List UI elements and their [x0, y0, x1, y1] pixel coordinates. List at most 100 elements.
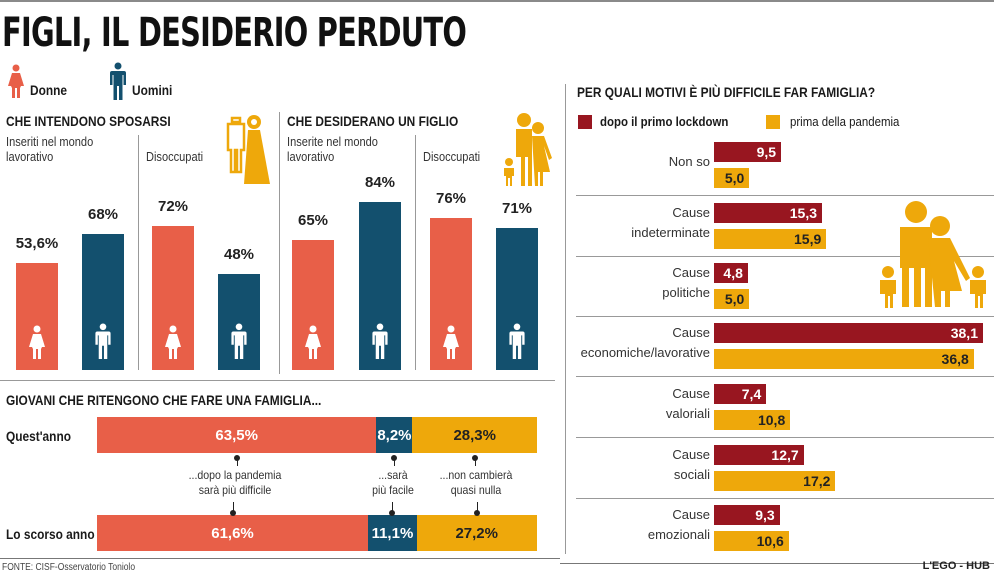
bar-prima-pandemia: 17,2	[714, 471, 836, 491]
bar-prima-pandemia: 5,0	[714, 168, 750, 188]
bar-dopo-lockdown: 7,4	[714, 384, 767, 404]
bar-uomini: 71%	[496, 200, 538, 370]
annotation: ...dopo la pandemia sarà più difficile	[188, 468, 281, 497]
bar-value-label: 76%	[435, 190, 467, 207]
family-icon	[880, 201, 986, 308]
bar-prima-pandemia: 15,9	[714, 229, 827, 249]
leader-dot	[229, 510, 236, 516]
leader-line	[474, 458, 476, 466]
leader-dot	[473, 510, 480, 516]
stacked-segment: 8,2%	[376, 417, 413, 453]
group-label-occupati: Inseriti nel mondo lavorativo	[6, 134, 94, 164]
section-title-figlio: CHE DESIDERANO UN FIGLIO	[287, 113, 459, 129]
bar-dopo-lockdown: 4,8	[714, 263, 748, 283]
group-label-disoccupati: Disoccupati	[146, 149, 204, 164]
woman-icon	[164, 325, 182, 364]
annotation: ...non cambierà quasi nulla	[439, 468, 513, 497]
legend-label-prima: prima della pandemia	[790, 114, 900, 129]
bottom-rule	[560, 563, 994, 564]
category-label: Non so	[668, 154, 710, 169]
bar-value-label: 48%	[223, 246, 255, 263]
row-divider	[576, 437, 994, 438]
bar-donne: 65%	[292, 212, 334, 370]
bar-value-label: 72%	[157, 198, 189, 215]
family-icon	[504, 113, 552, 186]
woman-icon	[28, 325, 46, 364]
leader-dot	[389, 510, 396, 516]
brand-label: L'EGO - HUB	[922, 560, 990, 572]
man-icon	[230, 323, 248, 364]
section-title-sposarsi: CHE INTENDONO SPOSARSI	[6, 113, 171, 129]
leader-line	[394, 458, 396, 466]
category-label: Cause indeterminate	[631, 205, 710, 240]
bar-uomini: 84%	[359, 174, 401, 370]
woman-icon	[8, 64, 24, 98]
row-divider	[576, 195, 994, 196]
stacked-segment: 61,6%	[97, 515, 369, 551]
category-label: Cause sociali	[672, 447, 710, 482]
panel-divider	[565, 84, 566, 554]
bar-prima-pandemia: 10,8	[714, 410, 791, 430]
bar-prima-pandemia: 5,0	[714, 289, 750, 309]
man-icon	[94, 323, 112, 364]
bar-dopo-lockdown: 9,5	[714, 142, 782, 162]
bar-value-label: 84%	[364, 174, 396, 191]
bottom-rule	[0, 558, 560, 559]
legend-label-lockdown: dopo il primo lockdown	[600, 114, 729, 129]
bar-value-label: 71%	[501, 200, 533, 217]
category-label: Cause economiche/lavorative	[580, 325, 710, 360]
bar-value-label: 68%	[87, 206, 119, 223]
legend-swatch-lockdown	[578, 115, 592, 129]
top-rule	[0, 0, 994, 2]
stacked-segment: 28,3%	[412, 417, 537, 453]
wedding-couple-icon	[226, 115, 270, 184]
row-label-scorso-anno: Lo scorso anno	[6, 526, 95, 542]
bar-dopo-lockdown: 12,7	[714, 445, 804, 465]
row-divider	[576, 256, 994, 257]
bar-dopo-lockdown: 9,3	[714, 505, 780, 525]
woman-icon	[442, 325, 460, 364]
bar-donne: 72%	[152, 198, 194, 370]
group-label-occupate: Inserite nel mondo lavorativo	[287, 134, 378, 164]
bar-uomini: 68%	[82, 206, 124, 370]
divider	[279, 112, 280, 374]
divider	[138, 135, 139, 370]
page-title: FIGLI, IL DESIDERIO PERDUTO	[2, 10, 467, 56]
man-icon	[109, 62, 126, 100]
section-rule	[0, 380, 555, 381]
bar-prima-pandemia: 10,6	[714, 531, 789, 551]
bar-uomini: 48%	[218, 246, 260, 370]
gender-legend: Donne Uomini	[8, 62, 215, 100]
divider	[415, 135, 416, 370]
stacked-segment: 27,2%	[416, 515, 537, 551]
leader-line	[476, 502, 478, 512]
row-label-questanno: Quest'anno	[6, 428, 71, 444]
legend-donne-label: Donne	[30, 82, 68, 98]
row-divider	[576, 316, 994, 317]
stacked-segment: 11,1%	[368, 515, 417, 551]
bar-prima-pandemia: 36,8	[714, 349, 974, 369]
leader-line	[236, 458, 238, 466]
group-label-disoccupati: Disoccupati	[423, 149, 481, 164]
bar-donne: 76%	[430, 190, 472, 370]
section-title-motivi: PER QUALI MOTIVI È PIÙ DIFFICILE FAR FAM…	[577, 84, 876, 100]
man-icon	[371, 323, 389, 364]
legend-swatch-prima	[766, 115, 780, 129]
bar-dopo-lockdown: 38,1	[714, 323, 983, 343]
bar-dopo-lockdown: 15,3	[714, 203, 823, 223]
category-label: Cause politiche	[662, 265, 710, 300]
legend-uomini-label: Uomini	[131, 82, 172, 98]
man-icon	[508, 323, 526, 364]
category-label: Cause emozionali	[647, 507, 710, 542]
source-note: FONTE: CISF-Osservatorio Toniolo	[2, 562, 136, 573]
bar-value-label: 65%	[297, 212, 329, 229]
stacked-segment: 63,5%	[97, 417, 377, 453]
category-label: Cause valoriali	[665, 386, 710, 421]
woman-icon	[304, 325, 322, 364]
bar-donne: 53,6%	[16, 235, 58, 370]
row-divider	[576, 498, 994, 499]
bar-value-label: 53,6%	[15, 234, 59, 252]
leader-line	[392, 502, 394, 512]
leader-line	[232, 502, 234, 512]
row-divider	[576, 376, 994, 377]
